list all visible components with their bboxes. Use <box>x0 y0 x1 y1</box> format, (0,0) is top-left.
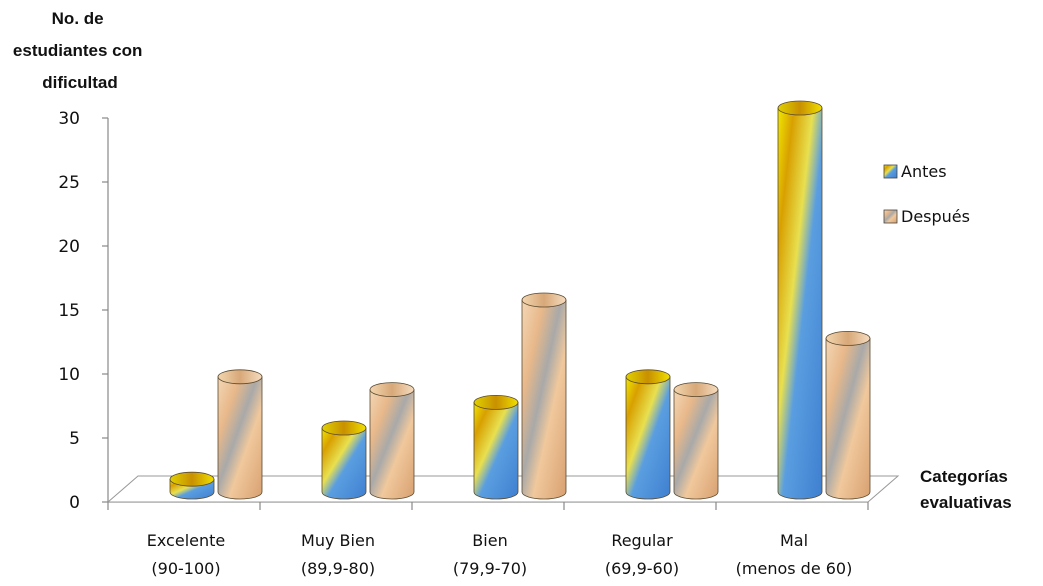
y-axis-label-line: estudiantes con <box>13 41 142 60</box>
bar-antes <box>169 471 215 500</box>
bar-despues <box>673 382 719 500</box>
y-tick-label: 15 <box>58 301 80 321</box>
bar-top <box>169 471 215 487</box>
legend: Antes Después <box>883 162 970 226</box>
x-category-label: Mal (menos de 60) <box>736 531 853 578</box>
bar-body <box>777 107 823 500</box>
y-tick-label: 25 <box>58 173 80 193</box>
legend-item-antes: Antes <box>883 162 947 181</box>
y-tick-label: 5 <box>69 429 80 449</box>
bar-despues <box>217 369 263 500</box>
x-category-label: Excelente (90-100) <box>147 531 225 578</box>
bar-top <box>825 330 871 346</box>
bar-body <box>473 402 519 500</box>
bar-antes <box>777 100 823 500</box>
legend-label-despues: Después <box>901 207 970 226</box>
x-ticks <box>107 502 869 510</box>
bar-body <box>369 389 415 500</box>
legend-swatch-despues <box>883 209 898 224</box>
bar-body <box>673 389 719 500</box>
bar-top <box>369 382 415 398</box>
bar-body <box>521 299 567 500</box>
bar-antes <box>625 369 671 500</box>
bar-despues <box>825 330 871 500</box>
y-axis-label: No. de estudiantes con dificultad <box>13 9 147 92</box>
y-tick-label: 0 <box>69 493 80 513</box>
x-category-label: Muy Bien (89,9-80) <box>301 531 375 578</box>
x-category-label: Bien (79,9-70) <box>453 531 527 578</box>
legend-label-antes: Antes <box>901 162 947 181</box>
bar-top <box>321 420 367 436</box>
bar-body <box>825 338 871 500</box>
bars <box>169 100 871 500</box>
bar-body <box>625 376 671 500</box>
bar-top <box>521 292 567 308</box>
bar-top <box>777 100 823 116</box>
legend-swatch-antes <box>883 164 898 179</box>
x-axis-label-line: Categorías <box>920 467 1008 486</box>
x-axis-label: Categorías evaluativas <box>920 467 1013 512</box>
y-axis-label-line: No. de <box>52 9 104 28</box>
x-axis-label-line: evaluativas <box>920 493 1012 512</box>
bar-body <box>217 376 263 500</box>
bar-top <box>473 394 519 410</box>
x-category-label: Regular (69,9-60) <box>605 531 679 578</box>
bar-top <box>625 369 671 385</box>
bar-top <box>673 382 719 398</box>
legend-item-despues: Después <box>883 207 970 226</box>
bar-despues <box>369 382 415 500</box>
y-tick-label: 30 <box>58 109 80 129</box>
y-ticks: 0 5 10 15 20 25 30 <box>58 109 108 513</box>
y-tick-label: 10 <box>58 365 80 385</box>
bar-despues <box>521 292 567 500</box>
bar-antes <box>473 394 519 500</box>
y-axis-label-line: dificultad <box>42 73 118 92</box>
y-tick-label: 20 <box>58 237 80 257</box>
bar-antes <box>321 420 367 500</box>
bar-body <box>321 427 367 500</box>
x-categories: Excelente (90-100) Muy Bien (89,9-80) Bien (7… <box>147 531 853 578</box>
bar-top <box>217 369 263 385</box>
